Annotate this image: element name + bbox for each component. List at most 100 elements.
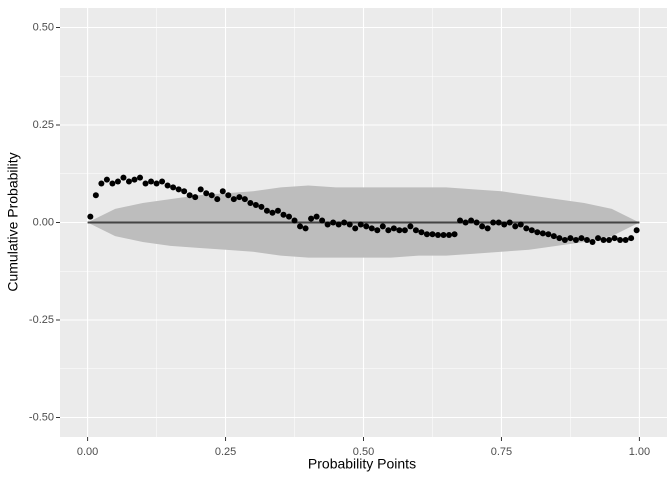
- x-axis-label: Probability Points: [308, 456, 416, 472]
- point: [622, 237, 629, 244]
- point: [324, 221, 331, 228]
- point: [236, 194, 243, 201]
- point: [225, 192, 232, 199]
- point: [385, 227, 392, 234]
- point: [418, 229, 425, 236]
- point: [247, 200, 254, 206]
- point: [137, 174, 144, 181]
- point: [197, 186, 204, 193]
- point: [263, 207, 270, 214]
- point: [241, 196, 248, 203]
- point: [230, 196, 237, 203]
- point: [628, 235, 635, 242]
- y-tick-label: -0.50: [29, 411, 54, 423]
- point: [468, 217, 475, 224]
- point: [617, 237, 624, 244]
- point: [495, 219, 502, 226]
- point: [606, 237, 613, 244]
- point: [600, 237, 607, 244]
- point: [203, 190, 210, 197]
- point: [423, 231, 430, 238]
- point: [192, 194, 199, 201]
- x-tick-label: 0.50: [353, 446, 374, 458]
- y-tick-label: -0.25: [29, 314, 54, 326]
- point: [633, 227, 640, 234]
- point: [578, 235, 585, 242]
- point: [490, 219, 497, 226]
- point: [357, 221, 364, 228]
- point: [297, 223, 304, 230]
- point: [125, 178, 132, 185]
- point: [186, 192, 193, 199]
- point: [109, 180, 116, 187]
- point: [308, 215, 315, 222]
- point: [462, 219, 469, 226]
- point: [352, 225, 359, 232]
- point: [534, 229, 541, 236]
- point: [164, 182, 171, 189]
- point: [319, 217, 326, 224]
- point: [87, 213, 94, 220]
- x-tick-label: 1.00: [629, 446, 650, 458]
- point: [208, 192, 215, 199]
- point: [528, 227, 535, 234]
- point: [302, 225, 309, 232]
- point: [401, 227, 408, 234]
- point: [539, 230, 546, 237]
- y-tick-label: 0.50: [33, 21, 54, 33]
- point: [484, 225, 491, 232]
- point: [457, 217, 464, 224]
- point: [506, 219, 513, 226]
- point: [429, 231, 436, 238]
- point: [396, 227, 403, 234]
- point: [335, 221, 342, 228]
- point: [92, 192, 99, 199]
- point: [330, 219, 337, 226]
- point: [98, 180, 105, 187]
- point: [148, 178, 155, 185]
- point: [595, 235, 602, 242]
- point: [561, 237, 568, 244]
- point: [374, 227, 381, 234]
- point: [440, 231, 447, 238]
- point: [572, 237, 579, 244]
- point: [523, 225, 530, 232]
- point: [451, 231, 458, 238]
- point: [291, 217, 298, 224]
- point: [368, 225, 375, 232]
- point: [258, 203, 265, 210]
- point: [550, 233, 557, 240]
- point: [611, 235, 618, 242]
- point: [583, 237, 590, 244]
- point: [159, 178, 166, 185]
- point: [545, 231, 552, 238]
- point: [219, 188, 226, 195]
- point: [120, 174, 127, 181]
- point: [589, 239, 596, 245]
- point: [313, 213, 320, 220]
- point: [252, 201, 259, 208]
- x-tick-label: 0.25: [215, 446, 236, 458]
- point: [473, 219, 480, 226]
- point: [412, 227, 419, 234]
- point: [153, 180, 160, 187]
- point: [434, 231, 441, 238]
- point: [501, 221, 508, 228]
- x-tick-label: 0.75: [491, 446, 512, 458]
- y-tick-label: 0.00: [33, 216, 54, 228]
- point: [286, 213, 293, 220]
- x-tick-label: 0.00: [77, 446, 98, 458]
- point: [280, 211, 287, 218]
- point: [114, 178, 121, 185]
- point: [103, 176, 110, 183]
- point: [214, 196, 221, 203]
- point: [556, 235, 563, 242]
- point: [131, 176, 138, 183]
- point: [341, 219, 348, 226]
- point: [170, 184, 177, 191]
- point: [181, 188, 188, 195]
- y-axis-label: Cumulative Probability: [5, 152, 21, 291]
- point: [479, 223, 486, 230]
- point: [269, 209, 276, 216]
